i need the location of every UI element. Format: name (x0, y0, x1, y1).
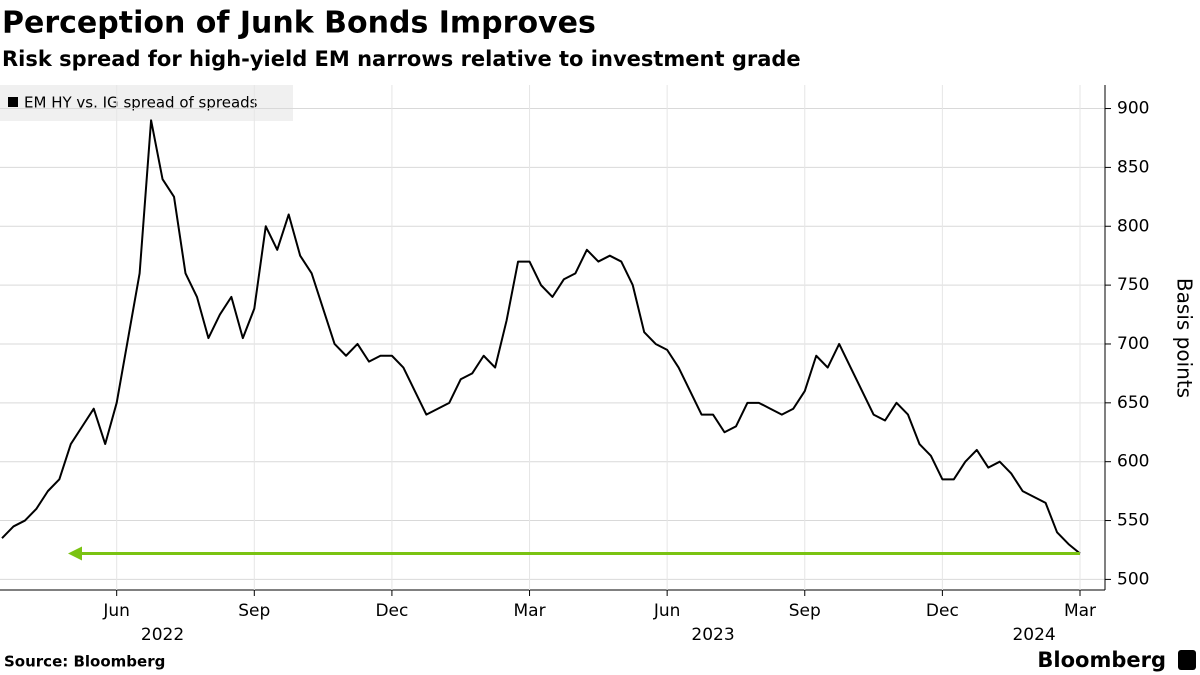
chart-title: Perception of Junk Bonds Improves (2, 6, 596, 41)
series-line (1, 119, 1081, 555)
x-tick-label: Sep (789, 601, 821, 621)
x-year-label: 2024 (1012, 625, 1055, 645)
x-tick-label: Dec (926, 601, 959, 621)
chart-subtitle: Risk spread for high-yield EM narrows re… (2, 47, 801, 71)
x-tick-label: Jun (102, 601, 130, 621)
x-tick-label: Mar (1064, 601, 1096, 621)
x-tick-label: Sep (238, 601, 270, 621)
source: Source: Bloomberg (4, 653, 165, 671)
x-tick-label: Mar (513, 601, 545, 621)
brand: Bloomberg (1037, 648, 1166, 672)
y-tick-label: 900 (1117, 99, 1149, 119)
legend-label: EM HY vs. IG spread of spreads (24, 94, 258, 112)
y-tick-label: 700 (1117, 334, 1149, 354)
y-tick-label: 750 (1117, 275, 1149, 295)
arrow-head (68, 546, 82, 561)
x-year-label: 2022 (141, 625, 184, 645)
y-tick-label: 650 (1117, 393, 1149, 413)
y-axis-label: Basis points (1173, 278, 1197, 398)
x-tick-label: Jun (653, 601, 681, 621)
legend-box (0, 85, 293, 121)
y-tick-label: 550 (1117, 511, 1149, 531)
y-tick-label: 500 (1117, 569, 1149, 589)
brand-icon (1178, 650, 1196, 670)
y-tick-label: 800 (1117, 216, 1149, 236)
x-tick-label: Dec (375, 601, 408, 621)
legend-swatch (8, 97, 18, 107)
x-year-label: 2023 (691, 625, 734, 645)
y-tick-label: 600 (1117, 452, 1149, 472)
y-tick-label: 850 (1117, 157, 1149, 177)
